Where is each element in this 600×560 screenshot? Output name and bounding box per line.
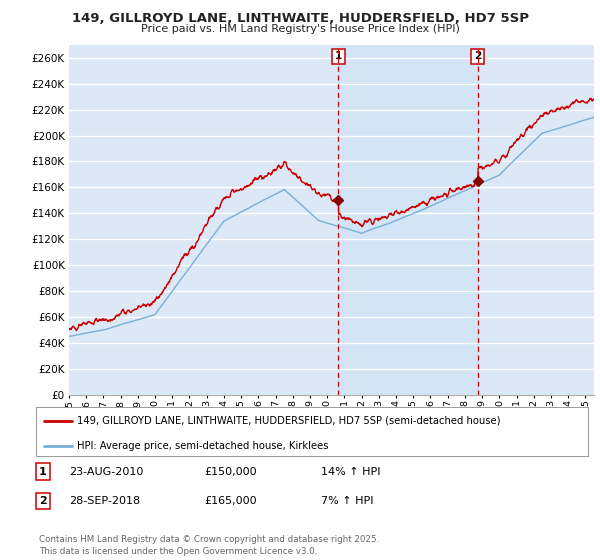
Text: 2: 2 [39,496,47,506]
Text: 1: 1 [39,466,47,477]
Text: HPI: Average price, semi-detached house, Kirklees: HPI: Average price, semi-detached house,… [77,441,329,451]
Text: 2: 2 [474,52,481,62]
Text: £150,000: £150,000 [204,466,257,477]
Text: 14% ↑ HPI: 14% ↑ HPI [321,466,380,477]
Text: £165,000: £165,000 [204,496,257,506]
Text: 7% ↑ HPI: 7% ↑ HPI [321,496,373,506]
Bar [338,45,478,395]
Text: 23-AUG-2010: 23-AUG-2010 [69,466,143,477]
Text: Price paid vs. HM Land Registry's House Price Index (HPI): Price paid vs. HM Land Registry's House … [140,24,460,34]
Text: 149, GILLROYD LANE, LINTHWAITE, HUDDERSFIELD, HD7 5SP: 149, GILLROYD LANE, LINTHWAITE, HUDDERSF… [71,12,529,25]
Text: 28-SEP-2018: 28-SEP-2018 [69,496,140,506]
Text: 149, GILLROYD LANE, LINTHWAITE, HUDDERSFIELD, HD7 5SP (semi-detached house): 149, GILLROYD LANE, LINTHWAITE, HUDDERSF… [77,416,501,426]
Text: 1: 1 [335,52,342,62]
Text: Contains HM Land Registry data © Crown copyright and database right 2025.
This d: Contains HM Land Registry data © Crown c… [39,535,379,556]
